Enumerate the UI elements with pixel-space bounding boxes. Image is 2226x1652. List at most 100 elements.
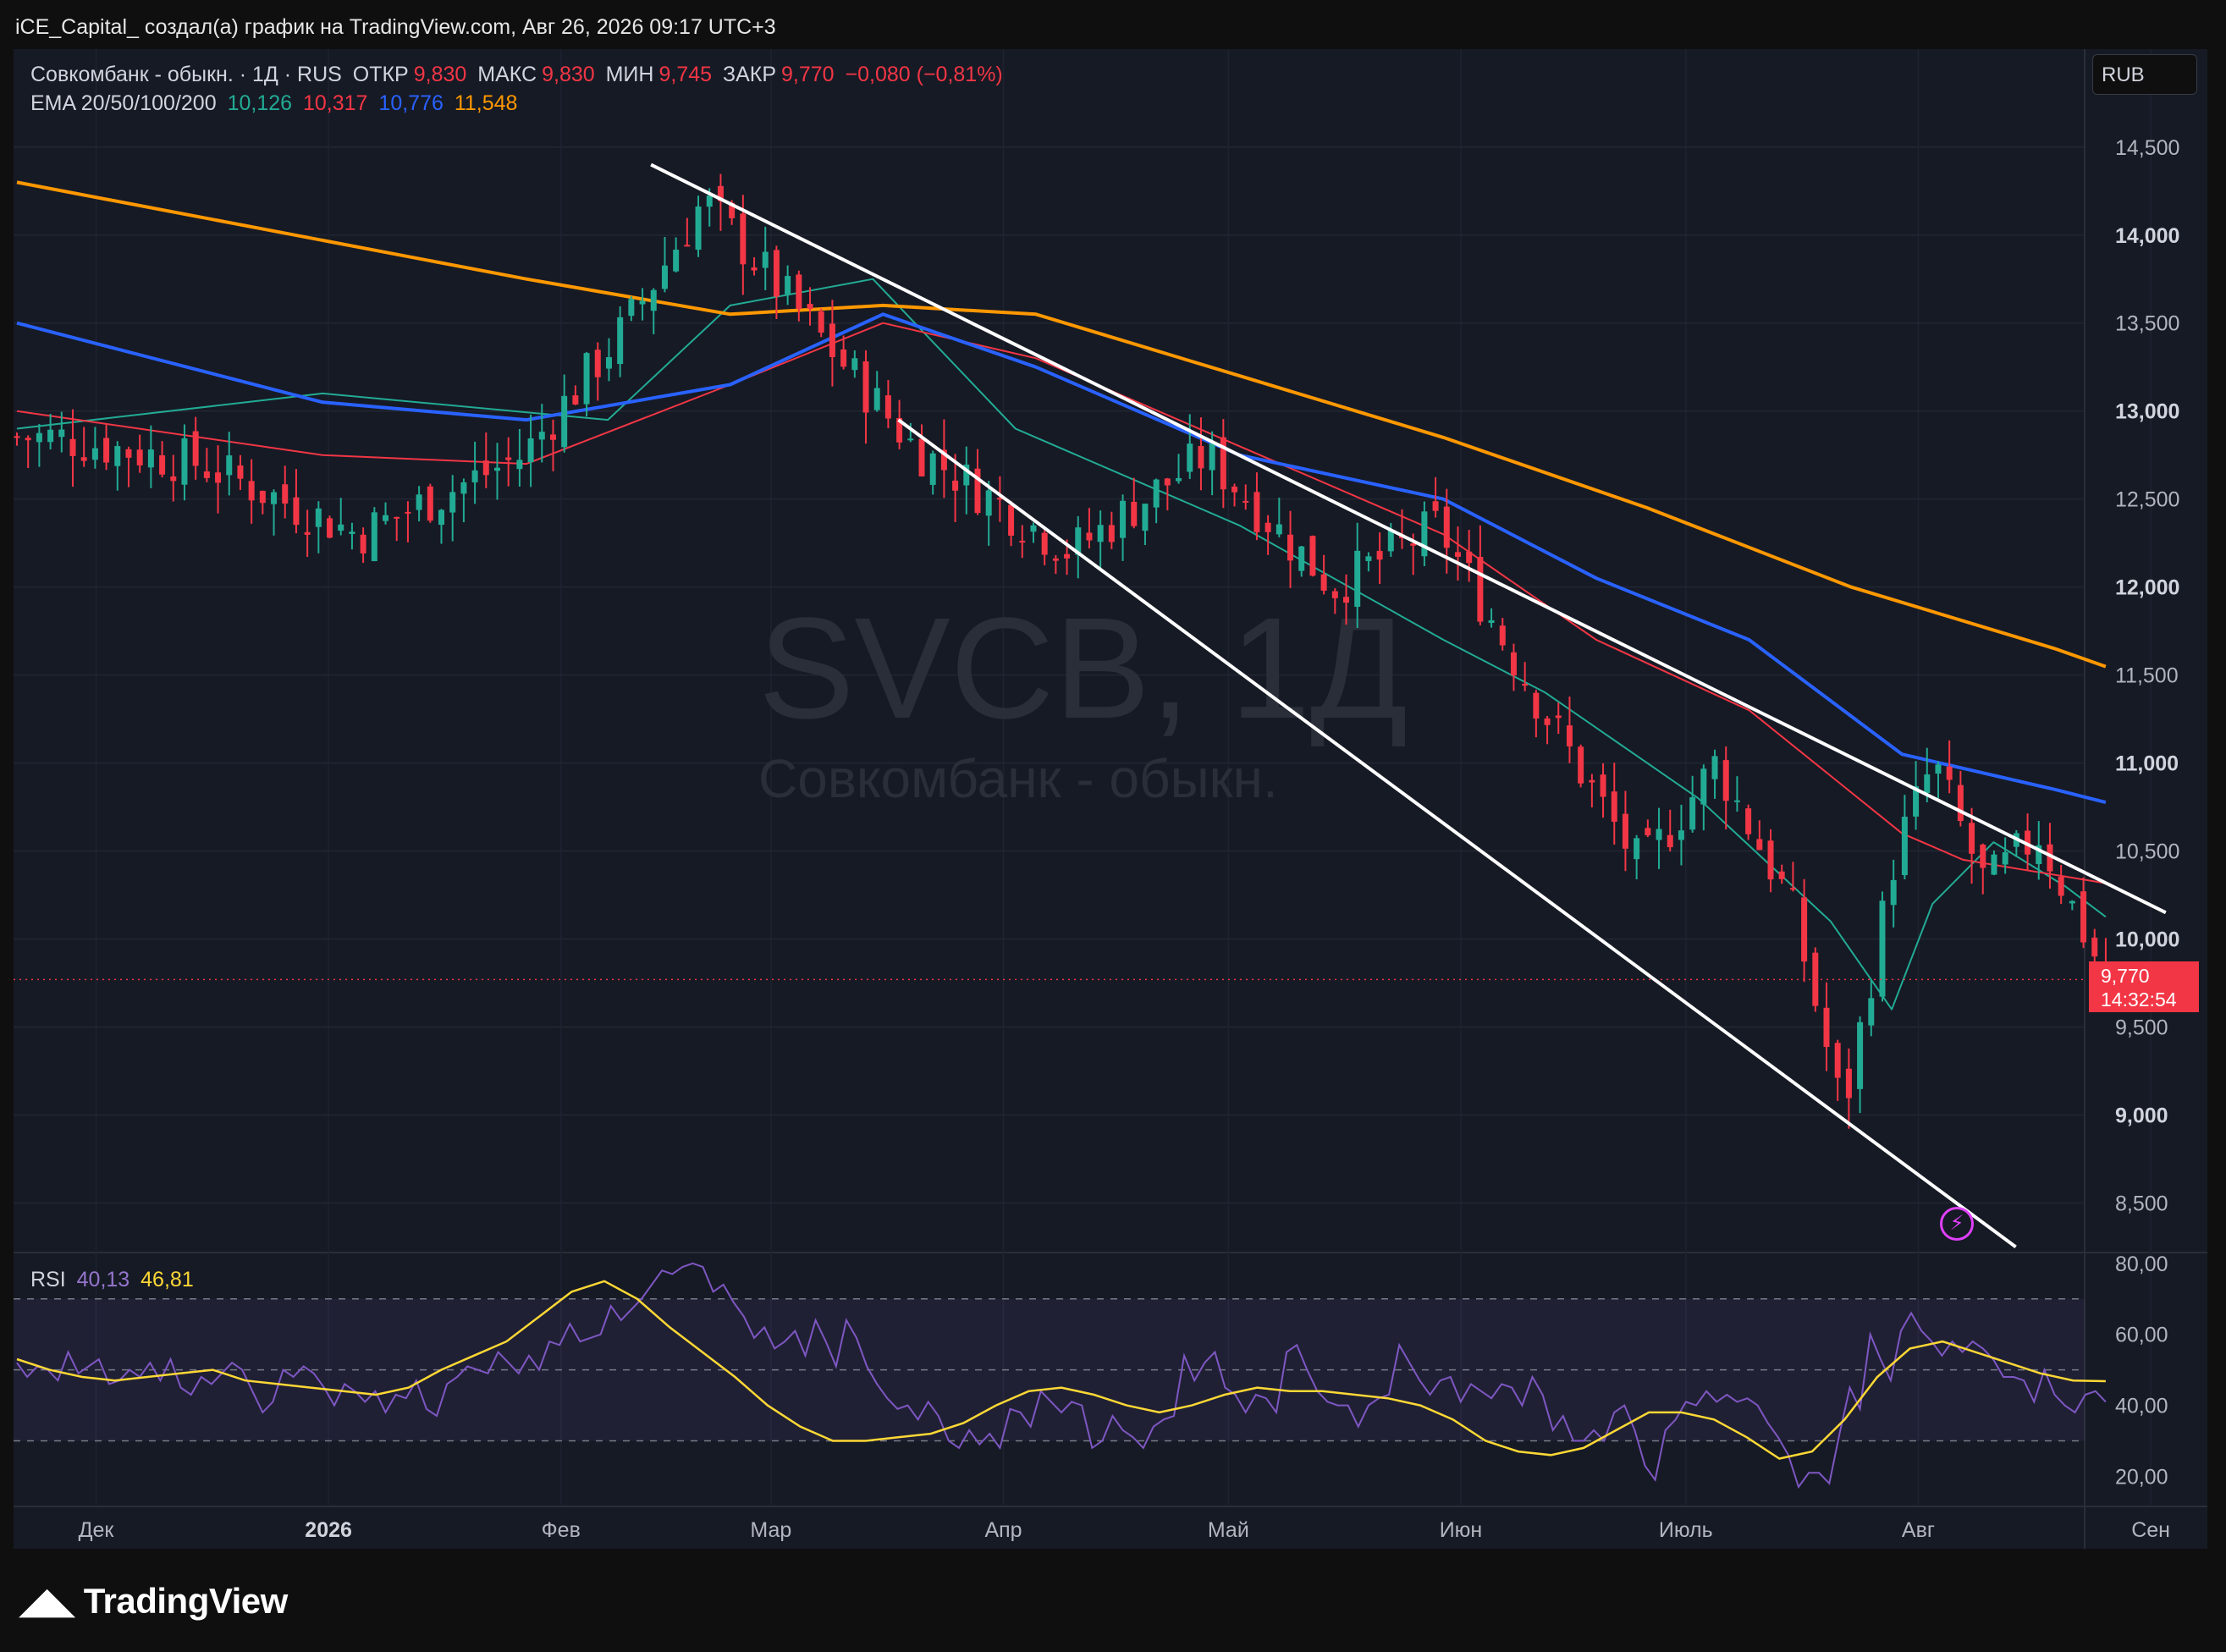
tradingview-logo[interactable]: ◢◣ TradingView (19, 1579, 288, 1622)
trendlines[interactable] (650, 162, 2167, 1249)
candle (1030, 522, 1037, 543)
candle (1309, 535, 1316, 577)
candle-body (1857, 1021, 1864, 1089)
candle-body (974, 468, 981, 514)
candle (338, 498, 344, 536)
candle (1555, 702, 1562, 735)
candle-body (873, 388, 880, 410)
candle-body (1477, 557, 1484, 622)
candle-body (1187, 443, 1193, 472)
candle (360, 527, 366, 564)
candle (1656, 807, 1662, 869)
candle-body (1432, 501, 1439, 511)
candle-body (762, 251, 769, 268)
bar-countdown: 14:32:54 (2101, 988, 2177, 1010)
candle-body (1544, 718, 1551, 725)
candle-body (416, 494, 422, 510)
rsi-tick-label: 60,00 (2115, 1324, 2168, 1347)
candle (1254, 472, 1260, 541)
candle (47, 414, 54, 450)
candle-body (282, 484, 289, 504)
candle (226, 432, 233, 496)
candle (1421, 501, 1428, 567)
candle-body (617, 317, 624, 365)
candle-body (1924, 774, 1931, 794)
lightning-icon[interactable]: ⚡ (1940, 1207, 1974, 1241)
candle-body (237, 465, 244, 479)
ema-legend[interactable]: EMA 20/50/100/200 10,126 10,317 10,776 1… (30, 91, 522, 116)
candle (259, 490, 266, 515)
candle-body (338, 524, 344, 531)
low-value: 9,745 (658, 63, 713, 86)
candle (1711, 749, 1718, 799)
time-tick-label: 2026 (305, 1518, 352, 1542)
candle-body (1801, 897, 1808, 962)
chart-canvas[interactable]: SVCB, 1Д Совкомбанк - обыкн. 14,500 14,00… (14, 49, 2207, 1549)
candle (1466, 530, 1473, 582)
axes: 14,500 14,000 13,500 13,000 12,500 12,000 11,5… (79, 136, 2180, 1542)
candle (91, 427, 98, 469)
candles[interactable] (14, 173, 2109, 1129)
candle-body (1153, 479, 1160, 508)
candle (1957, 770, 1964, 827)
candle-body (1890, 879, 1897, 906)
candle (14, 432, 20, 446)
rsi-label: RSI (30, 1268, 66, 1291)
candle (192, 416, 199, 480)
candle (1041, 528, 1048, 565)
candle (996, 476, 1003, 522)
candle-body (248, 481, 255, 501)
candle-body (896, 417, 903, 443)
candle (349, 522, 355, 550)
candle-body (818, 311, 824, 333)
candle-body (1711, 756, 1718, 779)
candle (628, 296, 635, 322)
candle (840, 335, 847, 370)
candle (1488, 608, 1495, 628)
candle (1522, 662, 1529, 691)
candle-body (1488, 620, 1495, 624)
candle-body (125, 449, 132, 458)
candle-body (460, 482, 467, 494)
candle (516, 428, 523, 487)
rsi-legend[interactable]: RSI 40,13 46,81 (30, 1268, 199, 1292)
candle (327, 515, 333, 539)
price-tick-label: 11,500 (2115, 664, 2179, 688)
candle-body (572, 395, 579, 405)
rsi-tick-label: 20,00 (2115, 1465, 2168, 1489)
candle-body (1176, 477, 1182, 482)
time-tick-label: Дек (79, 1518, 115, 1542)
candle-body (1980, 845, 1986, 868)
candle-body (2047, 844, 2053, 872)
candle-body (505, 457, 512, 460)
candle-body (103, 438, 110, 463)
candle-body (2080, 891, 2087, 943)
candle (1242, 484, 1249, 510)
candle (2058, 865, 2064, 905)
candle (538, 404, 545, 463)
candle (1287, 510, 1294, 588)
candle (762, 226, 769, 291)
ema200-value: 11,548 (454, 91, 518, 115)
candle-body (1868, 998, 1875, 1026)
candle (1969, 807, 1975, 884)
candle-body (1969, 823, 1975, 854)
candle (1153, 478, 1160, 524)
candle (1756, 820, 1763, 851)
candle (1320, 554, 1327, 595)
trendline-1 (650, 162, 2167, 915)
candle (2069, 900, 2075, 911)
ema20-value: 10,126 (227, 91, 293, 115)
candle-body (650, 289, 657, 311)
candle-body (170, 476, 177, 482)
candle-body (1443, 506, 1450, 548)
candle-body (493, 467, 500, 471)
symbol-label[interactable]: Совкомбанк - обыкн. · 1Д · RUS (30, 63, 342, 86)
chart-panel[interactable]: SVCB, 1Д Совкомбанк - обыкн. 14,500 14,00… (14, 49, 2207, 1549)
candle-body (1991, 854, 1997, 875)
candle (315, 501, 322, 553)
candle-body (383, 515, 389, 521)
candle-body (684, 245, 691, 247)
currency-button[interactable]: RUB (2092, 54, 2197, 95)
candle (293, 469, 300, 534)
